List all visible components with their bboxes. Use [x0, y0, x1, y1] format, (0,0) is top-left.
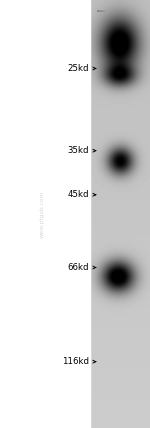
- Text: 45kd: 45kd: [68, 190, 89, 199]
- Text: www.ptgab.com: www.ptgab.com: [39, 190, 45, 238]
- Text: 35kd: 35kd: [68, 146, 89, 155]
- Bar: [0, 0, 90, 428]
- Text: 116kd: 116kd: [62, 357, 89, 366]
- Text: 25kd: 25kd: [68, 64, 89, 73]
- Text: 66kd: 66kd: [68, 263, 89, 272]
